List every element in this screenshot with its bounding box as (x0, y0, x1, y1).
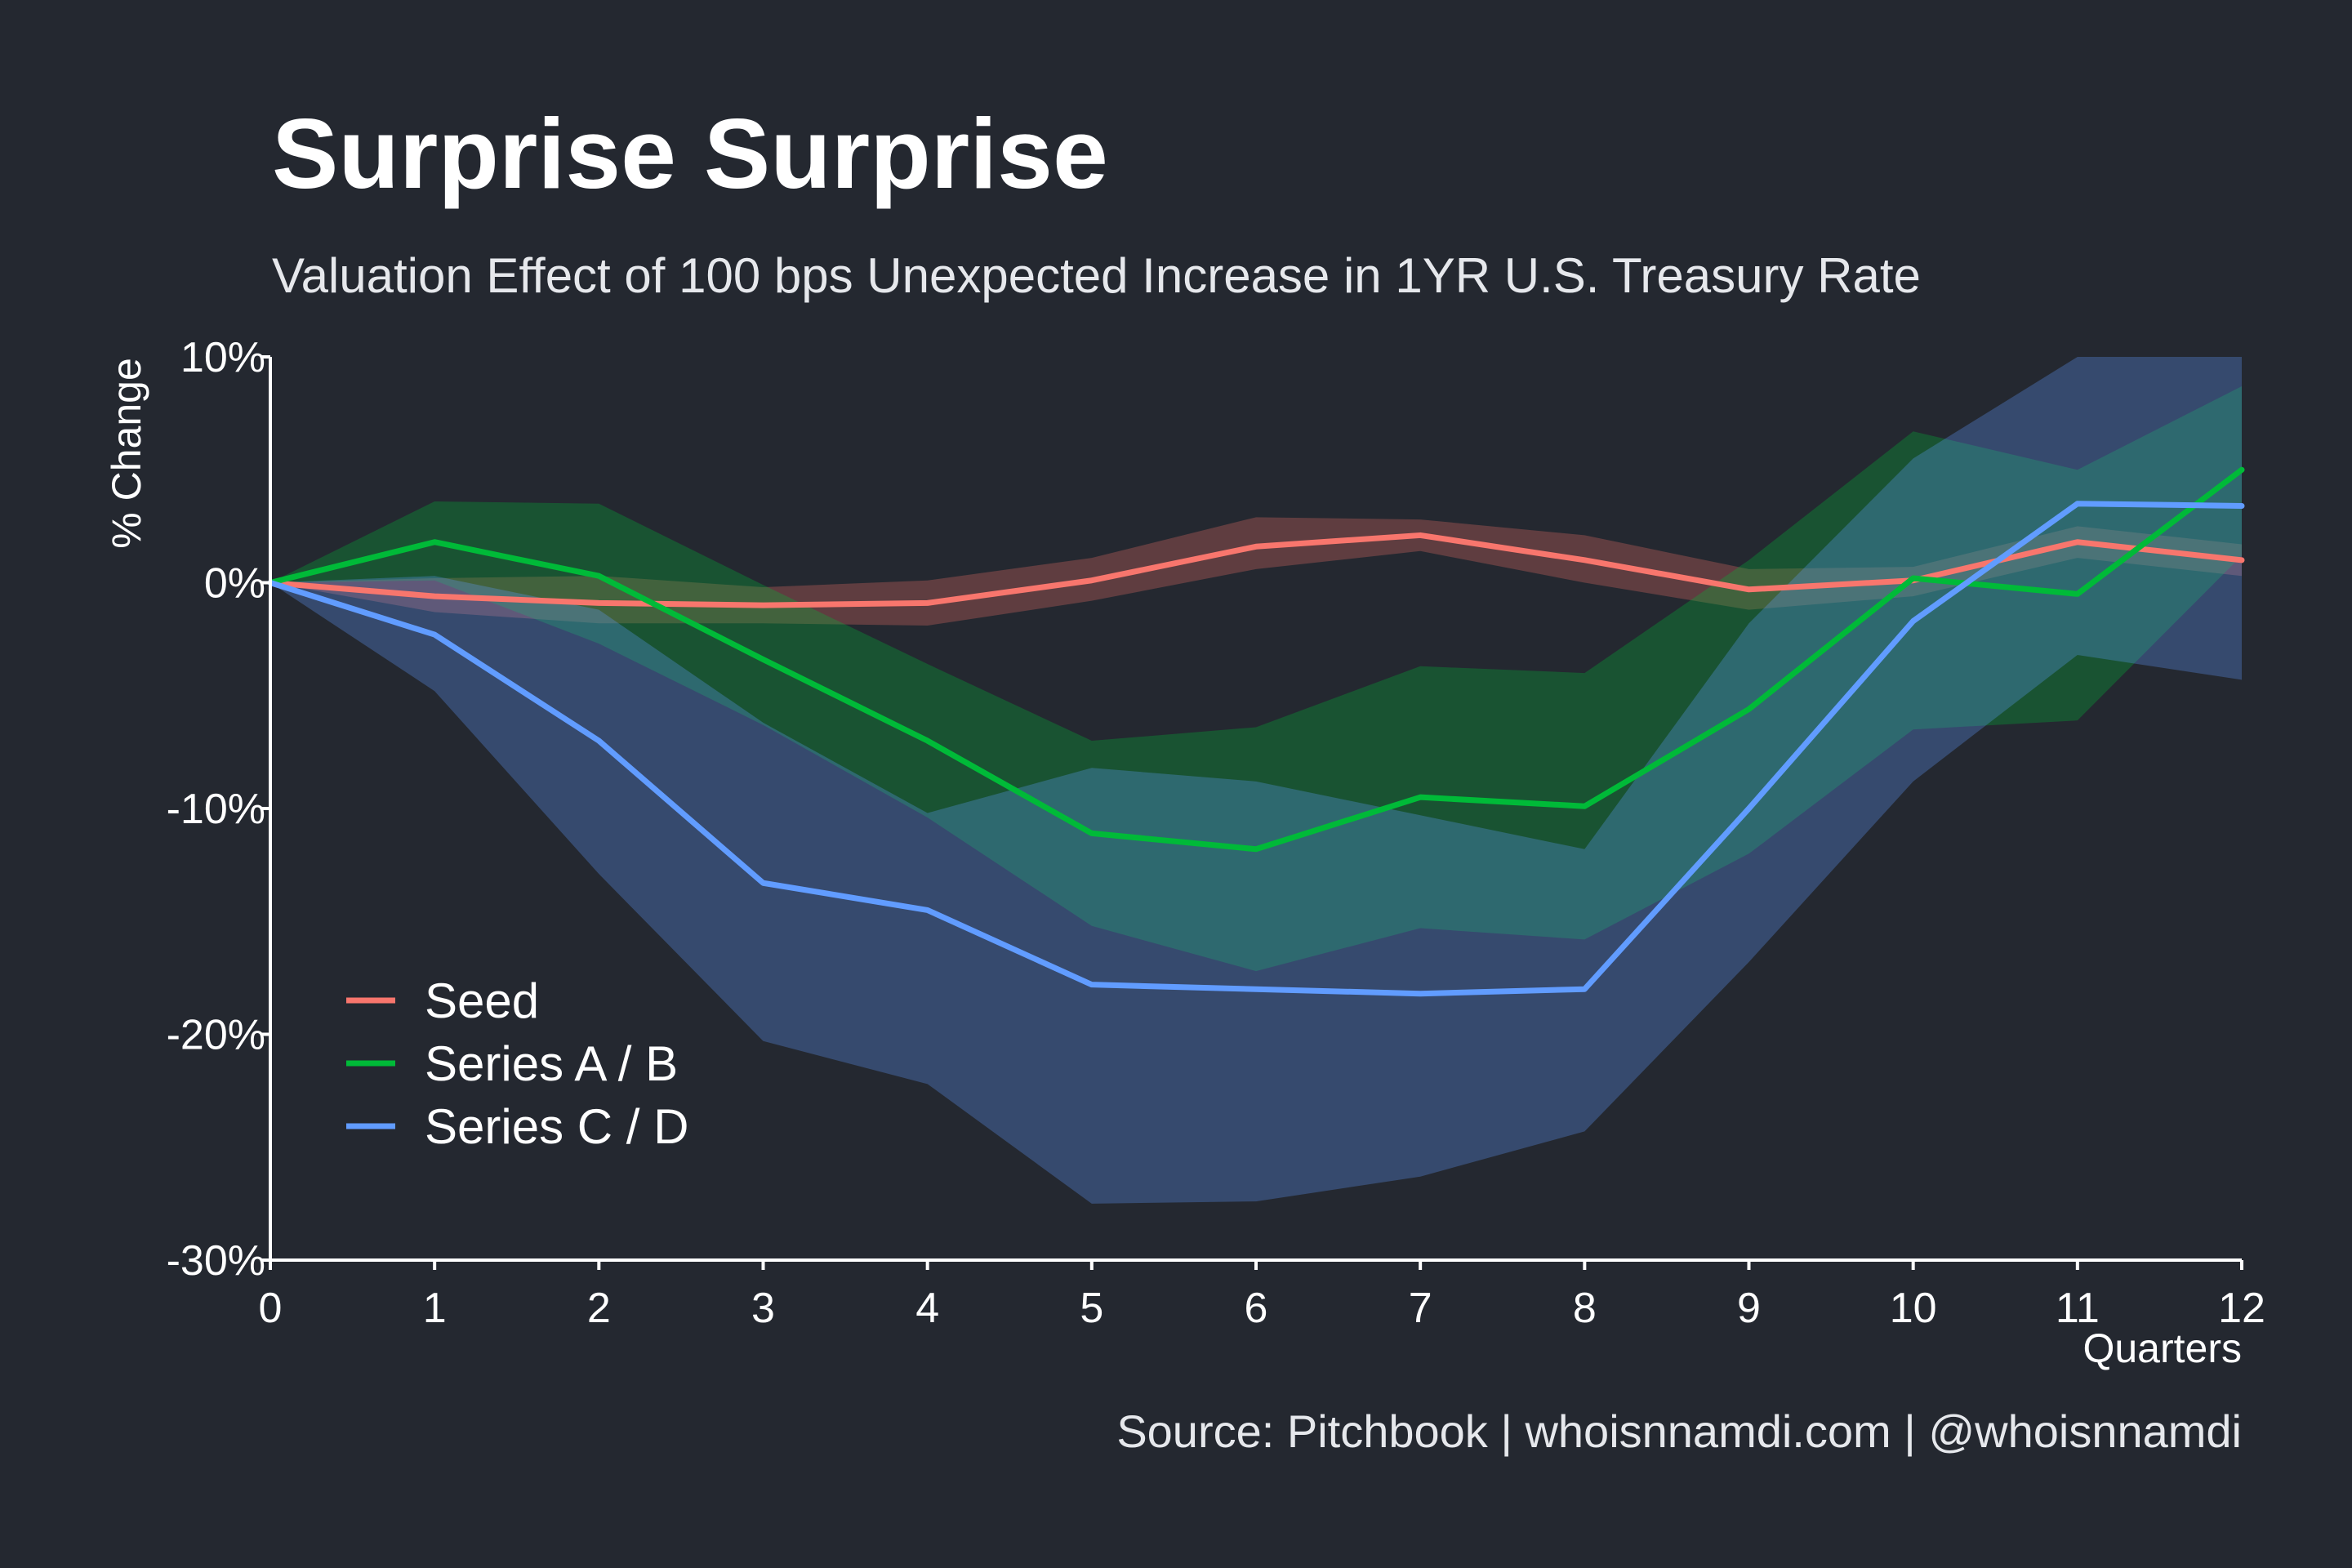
legend-label: Series C / D (425, 1099, 688, 1154)
x-tick-label: 5 (1080, 1285, 1103, 1332)
y-tick-label: -30% (167, 1237, 265, 1285)
x-tick-label: 4 (915, 1285, 939, 1332)
line-series-a-b (267, 466, 2245, 853)
x-tick-label: 2 (587, 1285, 611, 1332)
band-series-a-b (270, 385, 2242, 972)
y-axis-label: % Change (104, 358, 149, 549)
x-tick-label: 1 (423, 1285, 447, 1332)
y-tick-label: 10% (180, 334, 265, 381)
chart-title: Surprise Surprise (272, 98, 1108, 209)
y-tick-label: 0% (204, 560, 265, 608)
x-axis-label: Quarters (2082, 1325, 2242, 1371)
y-tick-label: -20% (167, 1012, 265, 1059)
series-lines (267, 466, 2245, 997)
chart-subtitle: Valuation Effect of 100 bps Unexpected I… (272, 248, 1921, 303)
band-series-c-d (270, 357, 2242, 1204)
x-tick-label: 11 (2056, 1285, 2100, 1332)
legend: Seed Series A / B Series C / D (346, 973, 688, 1154)
x-axis-ticks: 0 1 2 3 4 5 6 7 8 9 10 11 12 (259, 1260, 2265, 1332)
x-tick-label: 12 (2218, 1285, 2265, 1332)
x-tick-label: 6 (1245, 1285, 1268, 1332)
axes: 10%0%-10%-20%-30% 0 1 2 3 4 5 6 7 8 9 10 11 12 (167, 334, 2265, 1332)
x-tick-label: 0 (259, 1285, 283, 1332)
x-tick-label: 3 (751, 1285, 775, 1332)
legend-label: Seed (425, 973, 539, 1028)
confidence-bands (270, 357, 2242, 1204)
band-seed (270, 517, 2242, 626)
x-tick-label: 8 (1573, 1285, 1597, 1332)
line-series-c-d (267, 501, 2245, 997)
y-axis-ticks: 10% 0% -10% -20% -30% (167, 334, 270, 1285)
legend-label: Series A / B (425, 1036, 678, 1091)
x-tick-label: 7 (1409, 1285, 1432, 1332)
x-tick-label: 10 (1890, 1285, 1937, 1332)
y-tick-label: -10% (167, 786, 265, 833)
source-caption: Source: Pitchbook | whoisnnamdi.com | @w… (1116, 1405, 2242, 1457)
x-tick-label: 9 (1737, 1285, 1761, 1332)
plot-area (267, 357, 2245, 1204)
